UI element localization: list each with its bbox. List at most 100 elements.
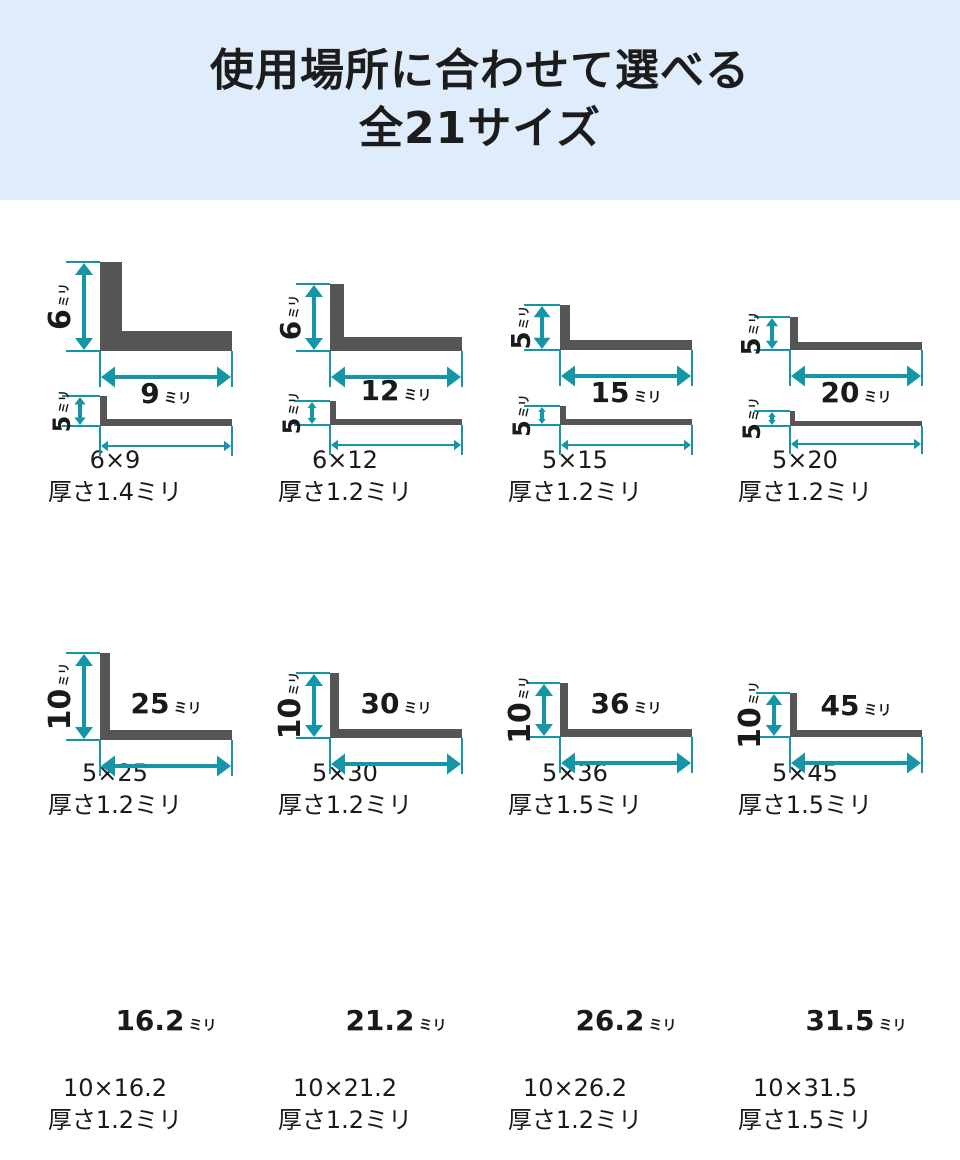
size-caption: 5×15 <box>542 446 608 474</box>
width-value: 9 ミリ <box>140 377 191 410</box>
size-card: 5ミリ 36 ミリ 5×36 厚さ1.5ミリ <box>460 394 693 845</box>
size-card: 6ミリ 12 ミリ 6×12 厚さ1.2ミリ <box>230 240 463 530</box>
arrow-head <box>454 439 461 451</box>
height-value: 5 ミリ <box>48 390 76 433</box>
height-unit: ミリ <box>57 283 71 307</box>
width-unit: ミリ <box>649 1018 677 1034</box>
height-number: 10 <box>43 689 78 731</box>
width-value: 12 ミリ <box>361 374 432 407</box>
size-caption: 10×16.2 <box>62 1074 168 1102</box>
height-number: 10 <box>503 702 538 744</box>
arrow-head <box>305 674 323 686</box>
width-number: 36 <box>591 687 630 720</box>
width-unit: ミリ <box>633 701 661 717</box>
size-caption: 10×26.2 <box>522 1074 628 1102</box>
angle-profile-shape <box>560 683 692 737</box>
height-label: 10ミリ <box>733 681 768 749</box>
arrow-head <box>75 654 93 666</box>
width-number: 12 <box>361 374 400 407</box>
width-unit: ミリ <box>863 703 891 719</box>
angle-profile-shape <box>330 673 462 738</box>
arrow-head <box>561 439 568 451</box>
arrow-head <box>765 318 779 327</box>
height-label: 6ミリ <box>43 283 78 330</box>
size-card: 5ミリ 20 ミリ 5×20 厚さ1.2ミリ <box>690 240 923 530</box>
size-card: 10ミリ 16.2 ミリ 10×16.2 厚さ1.2ミリ <box>0 652 233 1160</box>
angle-profile-shape <box>330 284 462 351</box>
angle-profile-shape <box>560 406 692 425</box>
height-value: 5 ミリ <box>507 305 537 349</box>
height-value: 5 ミリ <box>738 397 766 440</box>
height-unit: ミリ <box>57 663 71 687</box>
arrow-head <box>101 755 115 777</box>
angle-profile-diagram: 5 ミリ 20 ミリ <box>737 311 923 409</box>
header-banner: 使用場所に合わせて選べる 全21サイズ <box>0 0 960 200</box>
width-number: 20 <box>821 376 860 409</box>
arrow-head <box>75 263 93 275</box>
thickness-caption: 厚さ1.2ミリ <box>507 478 643 506</box>
thickness-caption: 厚さ1.2ミリ <box>507 1106 643 1134</box>
arrow-head <box>74 397 86 405</box>
page-title-line-2: 全21サイズ <box>359 103 601 154</box>
arrow-head <box>561 752 575 774</box>
width-number: 9 <box>140 377 159 410</box>
thickness-caption: 厚さ1.5ミリ <box>507 791 643 819</box>
thickness-caption: 厚さ1.5ミリ <box>737 1106 873 1134</box>
angle-profile-shape <box>100 396 232 426</box>
height-number: 5 <box>508 420 536 437</box>
height-unit: ミリ <box>287 392 301 416</box>
thickness-caption: 厚さ1.2ミリ <box>277 1106 413 1134</box>
size-card: 10ミリ 21.2 ミリ 10×21.2 厚さ1.2ミリ <box>230 672 463 1160</box>
height-value: 6ミリ <box>274 295 307 341</box>
height-label: 10ミリ <box>43 663 78 731</box>
arrow-head <box>447 366 461 388</box>
width-value: 25 ミリ <box>131 687 202 720</box>
height-number: 5 <box>737 337 767 355</box>
height-unit: ミリ <box>517 394 531 418</box>
height-number: 10 <box>733 707 768 749</box>
width-value: 20 ミリ <box>821 376 892 409</box>
height-value: 6ミリ <box>43 283 78 330</box>
arrow-head <box>907 365 921 387</box>
arrow-head <box>331 366 345 388</box>
thickness-caption: 厚さ1.2ミリ <box>47 1106 183 1134</box>
width-number: 21.2 <box>345 1004 414 1037</box>
size-caption: 5×20 <box>772 446 838 474</box>
height-unit: ミリ <box>517 676 531 700</box>
thickness-caption: 厚さ1.2ミリ <box>737 478 873 506</box>
angle-profile-shape <box>790 693 922 737</box>
height-unit: ミリ <box>517 305 531 329</box>
height-value: 10ミリ <box>273 672 308 740</box>
height-label: 10ミリ <box>273 672 308 740</box>
height-unit: ミリ <box>287 295 301 319</box>
height-unit: ミリ <box>287 672 301 696</box>
size-card: 5ミリ30ミリ5×30厚さ1.2ミリ <box>230 392 463 845</box>
arrow-head <box>907 752 921 774</box>
angle-profile-shape <box>100 262 232 351</box>
width-unit: ミリ <box>633 390 661 406</box>
arrow-head <box>535 684 553 696</box>
arrow-head <box>561 365 575 387</box>
thickness-caption: 厚さ1.4ミリ <box>47 478 183 506</box>
height-label: 5 ミリ <box>48 390 76 433</box>
width-unit: ミリ <box>403 701 431 717</box>
arrow-head <box>331 439 338 451</box>
width-unit: ミリ <box>173 701 201 717</box>
width-value: 45 ミリ <box>821 689 892 722</box>
width-unit: ミリ <box>403 388 431 404</box>
height-value: 5 ミリ <box>508 394 536 437</box>
height-number: 5 <box>738 423 766 440</box>
height-unit: ミリ <box>747 311 761 335</box>
height-label: 10ミリ <box>503 676 538 744</box>
height-unit: ミリ <box>747 397 761 421</box>
arrow-head <box>447 753 461 775</box>
arrow-head <box>768 420 776 425</box>
height-label: 6ミリ <box>274 295 307 341</box>
arrow-head <box>101 366 115 388</box>
angle-profile-shape <box>330 401 462 425</box>
